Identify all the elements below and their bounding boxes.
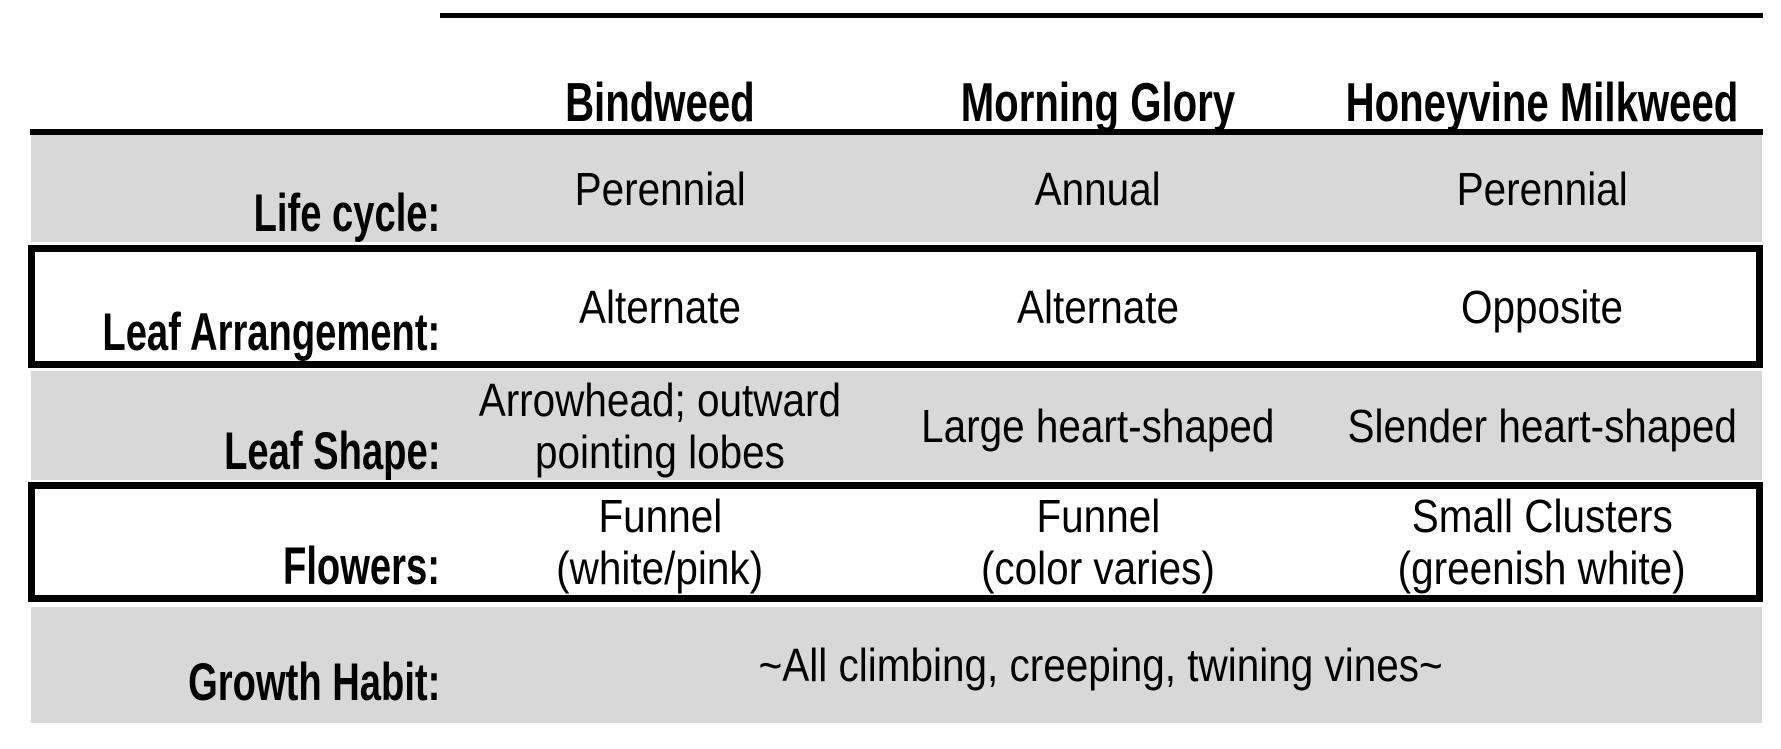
row-label-life-cycle: Life cycle: — [253, 184, 440, 244]
cell-leaf-shape-honeyvine-milkweed: Slender heart-shaped — [1342, 371, 1742, 480]
cell-leaf-shape-morning-glory: Large heart-shaped — [898, 371, 1298, 480]
row-label-growth-habit: Growth Habit: — [187, 653, 440, 713]
cell-value: Alternate — [1016, 280, 1180, 333]
column-header-label: Honeyvine Milkweed — [1345, 71, 1739, 133]
row-label-leaf-arrangement: Leaf Arrangement: — [102, 303, 440, 363]
cell-flowers-honeyvine-milkweed: Small Clusters (greenish white) — [1342, 489, 1742, 595]
cell-value: Perennial — [1456, 162, 1628, 215]
column-header-label: Morning Glory — [960, 71, 1236, 133]
cell-value: Large heart-shaped — [921, 399, 1275, 452]
row-leaf-shape: Arrowhead; outward pointing lobes Large … — [31, 371, 1762, 480]
cell-value-line: Arrowhead; outward — [478, 373, 842, 426]
cell-leaf-arrangement-bindweed: Alternate — [460, 252, 860, 361]
column-header-morning-glory: Morning Glory — [898, 70, 1298, 130]
row-life-cycle: Perennial Annual Perennial Life cycle: — [31, 135, 1762, 242]
row-growth-habit: ~All climbing, creeping, twining vines~ … — [31, 607, 1762, 723]
cell-value-line: (greenish white) — [1397, 542, 1686, 594]
cell-value-line: (white/pink) — [556, 542, 764, 594]
cell-flowers-morning-glory: Funnel (color varies) — [898, 489, 1298, 595]
cell-value: Perennial — [574, 162, 746, 215]
cell-value: Slender heart-shaped — [1347, 399, 1737, 452]
cell-growth-habit-all-columns: ~All climbing, creeping, twining vines~ — [651, 607, 1551, 723]
cell-value-line: Funnel — [598, 490, 722, 542]
row-label-leaf-shape: Leaf Shape: — [223, 422, 440, 482]
cell-value-line: Funnel — [1036, 490, 1160, 542]
column-header-honeyvine-milkweed: Honeyvine Milkweed — [1342, 70, 1742, 130]
top-rule — [440, 13, 1763, 18]
column-header-label: Bindweed — [565, 71, 755, 133]
cell-leaf-arrangement-morning-glory: Alternate — [898, 252, 1298, 361]
cell-life-cycle-morning-glory: Annual — [898, 135, 1298, 242]
cell-value: Opposite — [1460, 280, 1624, 333]
cell-leaf-shape-bindweed: Arrowhead; outward pointing lobes — [460, 371, 860, 480]
cell-value: Annual — [1034, 162, 1162, 215]
row-leaf-arrangement: Alternate Alternate Opposite Leaf Arrang… — [28, 245, 1763, 368]
cell-value: Alternate — [578, 280, 742, 333]
cell-leaf-arrangement-honeyvine-milkweed: Opposite — [1342, 252, 1742, 361]
cell-life-cycle-honeyvine-milkweed: Perennial — [1342, 135, 1742, 242]
header-rule — [30, 129, 1763, 135]
row-label-flowers: Flowers: — [283, 537, 440, 597]
cell-value-line: pointing lobes — [535, 425, 785, 478]
cell-value-line: Small Clusters — [1411, 490, 1673, 542]
row-flowers: Funnel (white/pink) Funnel (color varies… — [28, 482, 1763, 602]
cell-flowers-bindweed: Funnel (white/pink) — [460, 489, 860, 595]
cell-life-cycle-bindweed: Perennial — [460, 135, 860, 242]
cell-value: ~All climbing, creeping, twining vines~ — [758, 639, 1444, 691]
column-header-bindweed: Bindweed — [460, 70, 860, 130]
cell-value-line: (color varies) — [981, 542, 1215, 594]
